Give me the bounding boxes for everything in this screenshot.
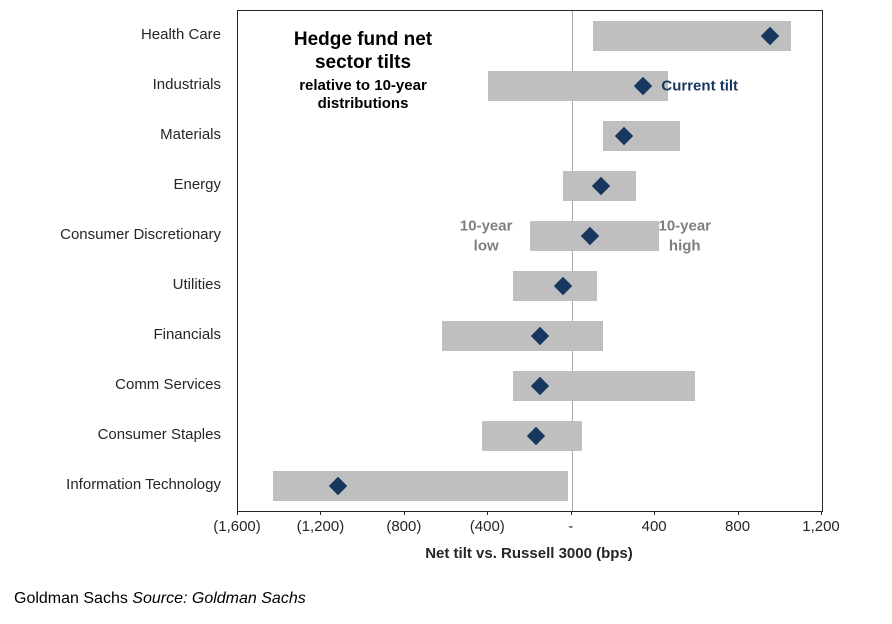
y-axis-label: Utilities (172, 276, 221, 293)
y-axis-label: Consumer Staples (97, 426, 221, 443)
x-axis-tick-label: 800 (725, 518, 751, 535)
ten-year-low-annotation: 10-year low (459, 217, 513, 255)
x-axis-tick-label: - (568, 518, 574, 535)
x-axis-tickmark (403, 511, 405, 515)
x-axis-tick-label: 400 (641, 518, 667, 535)
y-axis-label: Financials (153, 326, 221, 343)
x-axis-tickmark (737, 511, 739, 515)
brand-text: Goldman Sachs (14, 590, 128, 607)
range-bar (273, 471, 568, 501)
x-axis-tickmark (570, 511, 572, 515)
y-axis-label: Comm Services (115, 376, 221, 393)
plot-area: Hedge fund net sector tilts relative to … (237, 10, 823, 512)
y-axis-category-labels: Health Care Industrials Materials Energy Con… (0, 10, 229, 510)
x-axis-tick-label: (1,200) (296, 518, 345, 535)
x-axis-tick-label: (400) (469, 518, 505, 535)
range-bar (592, 21, 791, 51)
y-axis-label: Consumer Discretionary (60, 226, 221, 243)
zero-gridline (571, 11, 573, 511)
x-axis-tickmark (821, 511, 822, 515)
y-axis-label: Energy (173, 176, 221, 193)
source-text: Source: Goldman Sachs (132, 590, 306, 607)
y-axis-label: Health Care (140, 26, 221, 43)
x-axis-title: Net tilt vs. Russell 3000 (bps) (425, 545, 633, 562)
x-axis-tickmark (654, 511, 656, 515)
x-axis-tick-label: 1,200 (802, 518, 840, 535)
y-axis-label: Information Technology (66, 476, 221, 493)
y-axis-label: Industrials (152, 76, 221, 93)
y-axis-label: Materials (160, 126, 221, 143)
ten-year-high-annotation: 10-year high (658, 217, 712, 255)
x-axis-tick-label: (800) (386, 518, 422, 535)
x-axis-tickmark (237, 511, 238, 515)
current-tilt-annotation: Current tilt (661, 77, 739, 95)
chart-subtitle: relative to 10-year distributions (299, 76, 427, 113)
chart-title: Hedge fund net sector tilts (293, 29, 433, 73)
chart-title-block: Hedge fund net sector tilts relative to … (244, 29, 482, 114)
x-axis-tickmark (487, 511, 489, 515)
x-axis-tick-label: (1,600) (213, 518, 261, 535)
range-bar (442, 321, 603, 351)
x-axis-ticks: (1,600) (1,200) (800) (400) - 400 800 1,200 (213, 511, 840, 545)
source-line: Goldman Sachs Source: Goldman Sachs (14, 590, 306, 608)
x-axis-tickmark (320, 511, 322, 515)
